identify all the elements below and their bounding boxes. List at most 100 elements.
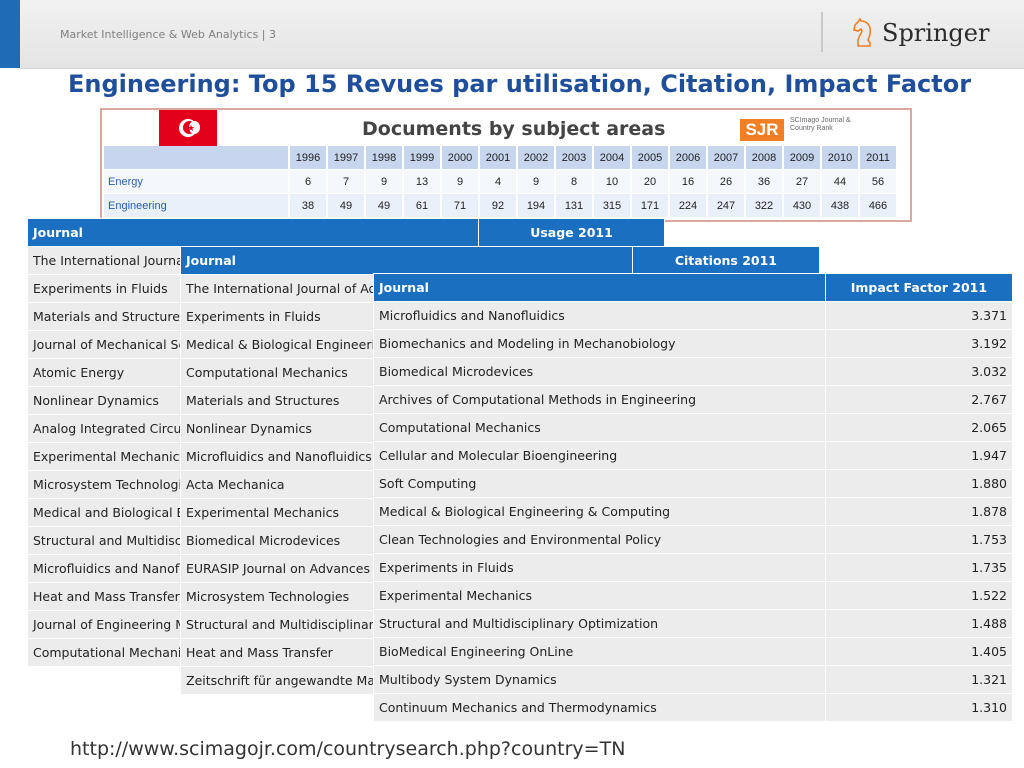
impact-factor-cell: 1.321 <box>824 665 1014 694</box>
journal-cell: Biomedical Microdevices <box>373 357 826 386</box>
journal-cell: Structural and Multidisciplinary Optimiz… <box>373 609 826 638</box>
journal-cell: BioMedical Engineering OnLine <box>373 637 826 666</box>
impact-factor-table: Journal Impact Factor 2011 Microfluidics… <box>373 273 1014 722</box>
chess-knight-icon <box>853 18 872 47</box>
sjr-row: Energy 6 7 9 13 9 4 9 8 10 20 16 26 36 27 44 56 <box>104 169 896 194</box>
usage-journal-header: Journal <box>27 218 479 247</box>
sjr-value-cell: 8 <box>554 169 593 194</box>
table-row: Microfluidics and Nanofluidics 3.371 <box>373 301 1014 330</box>
header-divider <box>821 12 823 52</box>
table-row: Computational Mechanics 2.065 <box>373 413 1014 442</box>
sjr-logo-subtitle: SCImago Journal & Country Rank <box>790 117 851 132</box>
sjr-value-cell: 4 <box>478 169 517 194</box>
table-row: Archives of Computational Methods in Eng… <box>373 385 1014 414</box>
table-row: Clean Technologies and Environmental Pol… <box>373 525 1014 554</box>
sjr-panel-title: Documents by subject areas <box>362 118 666 140</box>
table-row: Structural and Multidisciplinary Optimiz… <box>373 609 1014 638</box>
sjr-year-cell: 1997 <box>326 146 365 170</box>
sjr-value-cell: 171 <box>630 193 669 218</box>
impact-factor-cell: 1.947 <box>824 441 1014 470</box>
sjr-row-label: Engineering <box>104 193 289 218</box>
sjr-year-cell: 2010 <box>820 146 859 170</box>
sjr-value-cell: 71 <box>440 193 479 218</box>
impact-factor-cell: 1.522 <box>824 581 1014 610</box>
sjr-year-cell: 2002 <box>516 146 555 170</box>
sjr-row: Engineering 38 49 49 61 71 92 194 131 315 171 224 24… <box>104 193 896 218</box>
sjr-year-cell: 2001 <box>478 146 517 170</box>
sjr-year-cell: 2006 <box>668 146 707 170</box>
sjr-value-cell: 430 <box>782 193 821 218</box>
springer-logo: Springer <box>852 16 989 50</box>
impact-factor-cell: 3.371 <box>824 301 1014 330</box>
citations-journal-header: Journal <box>180 246 633 275</box>
sjr-year-cell: 2011 <box>858 146 896 170</box>
header-accent-bar <box>0 0 20 68</box>
sjr-value-cell: 13 <box>402 169 441 194</box>
table-row: Multibody System Dynamics 1.321 <box>373 665 1014 694</box>
sjr-value-cell: 9 <box>516 169 555 194</box>
sjr-value-cell: 26 <box>706 169 745 194</box>
sjr-year-cell: 2004 <box>592 146 631 170</box>
table-row: Experimental Mechanics 1.522 <box>373 581 1014 610</box>
impact-journal-header: Journal <box>373 273 826 302</box>
sjr-value-cell: 7 <box>326 169 365 194</box>
sjr-year-cell: 2009 <box>782 146 821 170</box>
journal-cell: Computational Mechanics <box>373 413 826 442</box>
sjr-value-cell: 194 <box>516 193 555 218</box>
sjr-value-cell: 315 <box>592 193 631 218</box>
sjr-year-cell: 2003 <box>554 146 593 170</box>
sjr-value-cell: 27 <box>782 169 821 194</box>
sjr-value-cell: 49 <box>364 193 403 218</box>
sjr-year-cell: 2005 <box>630 146 669 170</box>
journal-cell: Microfluidics and Nanofluidics <box>373 301 826 330</box>
journal-cell: Medical & Biological Engineering & Compu… <box>373 497 826 526</box>
header-text: Market Intelligence & Web Analytics | 3 <box>60 28 277 41</box>
impact-value-header: Impact Factor 2011 <box>824 273 1014 302</box>
sjr-value-cell: 224 <box>668 193 707 218</box>
impact-factor-cell: 2.065 <box>824 413 1014 442</box>
impact-factor-cell: 1.488 <box>824 609 1014 638</box>
sjr-value-cell: 247 <box>706 193 745 218</box>
impact-factor-cell: 1.735 <box>824 553 1014 582</box>
slide-title: Engineering: Top 15 Revues par utilisati… <box>68 70 972 98</box>
impact-factor-cell: 1.878 <box>824 497 1014 526</box>
sjr-table: 1996 1997 1998 1999 2000 2001 2002 2003 2004 2005… <box>104 146 896 218</box>
journal-cell: Experimental Mechanics <box>373 581 826 610</box>
header-band <box>20 0 1024 69</box>
sjr-value-cell: 61 <box>402 193 441 218</box>
impact-factor-cell: 2.767 <box>824 385 1014 414</box>
sjr-value-cell: 9 <box>364 169 403 194</box>
sjr-value-cell: 16 <box>668 169 707 194</box>
sjr-year-cell: 1996 <box>288 146 327 170</box>
usage-value-header: Usage 2011 <box>478 218 665 247</box>
impact-factor-cell: 3.192 <box>824 329 1014 358</box>
sjr-value-cell: 322 <box>744 193 783 218</box>
sjr-value-cell: 44 <box>820 169 859 194</box>
impact-factor-cell: 1.405 <box>824 637 1014 666</box>
sjr-value-cell: 466 <box>858 193 896 218</box>
journal-cell: Archives of Computational Methods in Eng… <box>373 385 826 414</box>
sjr-documents-panel: ★ Documents by subject areas SJR SCImago… <box>100 108 912 222</box>
sjr-value-cell: 10 <box>592 169 631 194</box>
sjr-logo: SJR <box>740 119 784 141</box>
tunisia-flag-icon: ★ <box>159 110 217 146</box>
sjr-value-cell: 56 <box>858 169 896 194</box>
sjr-row-label: Energy <box>104 169 289 194</box>
journal-cell: Continuum Mechanics and Thermodynamics <box>373 693 826 722</box>
impact-factor-cell: 3.032 <box>824 357 1014 386</box>
table-row: Soft Computing 1.880 <box>373 469 1014 498</box>
journal-cell: Experiments in Fluids <box>373 553 826 582</box>
journal-cell: Multibody System Dynamics <box>373 665 826 694</box>
sjr-value-cell: 131 <box>554 193 593 218</box>
journal-cell: Cellular and Molecular Bioengineering <box>373 441 826 470</box>
sjr-value-cell: 92 <box>478 193 517 218</box>
sjr-value-cell: 6 <box>288 169 327 194</box>
sjr-year-cell: 1998 <box>364 146 403 170</box>
sjr-year-cell: 2008 <box>744 146 783 170</box>
impact-factor-cell: 1.753 <box>824 525 1014 554</box>
table-row: BioMedical Engineering OnLine 1.405 <box>373 637 1014 666</box>
sjr-value-cell: 20 <box>630 169 669 194</box>
sjr-year-cell: 2000 <box>440 146 479 170</box>
sjr-value-cell: 38 <box>288 193 327 218</box>
impact-factor-cell: 1.880 <box>824 469 1014 498</box>
